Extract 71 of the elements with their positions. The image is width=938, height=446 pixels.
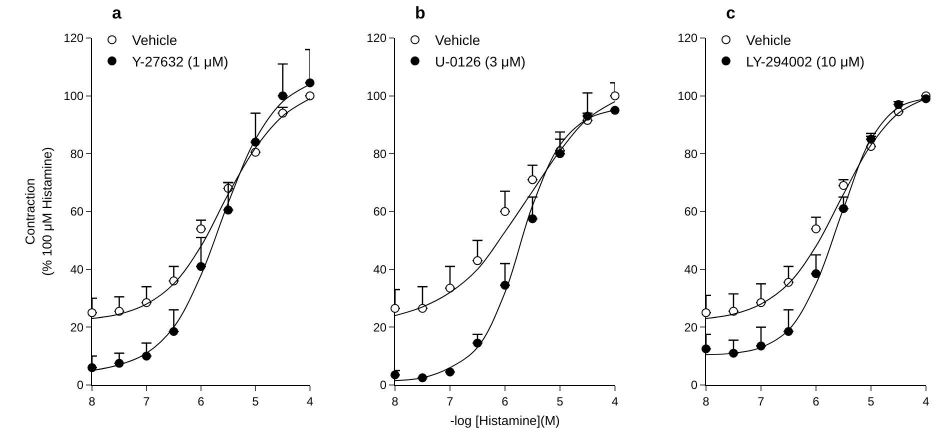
y-axis-title: Contraction (% 100 μM Histamine): [22, 147, 55, 276]
y-tick-label: 100: [64, 89, 84, 104]
point: [610, 91, 620, 100]
point: [812, 224, 820, 234]
y-tick-label: 60: [70, 204, 84, 219]
legend-label: Vehicle: [435, 32, 480, 48]
x-tick-label: 8: [702, 394, 710, 408]
legend-label: U-0126 (3 μM): [435, 53, 526, 70]
point: [88, 363, 96, 372]
x-tick-label: 6: [812, 394, 820, 408]
y-tick-label: 0: [690, 378, 698, 392]
y-tick-label: 40: [684, 262, 698, 277]
y-tick-label: 80: [70, 146, 84, 161]
point: [88, 308, 96, 318]
x-axis-title: -log [Histamine](M): [450, 413, 560, 428]
point: [473, 338, 482, 348]
y-tick-label: 0: [76, 378, 84, 392]
y-tick-label: 20: [684, 320, 698, 334]
point: [306, 91, 314, 100]
y-tick-label: 100: [366, 89, 387, 104]
y-tick-label: 80: [684, 146, 698, 161]
y-tick-label: 20: [70, 320, 84, 334]
point: [812, 269, 820, 278]
point: [839, 180, 848, 190]
y-tick-label: 0: [380, 378, 387, 392]
point: [610, 106, 620, 115]
y-tick-label: 20: [373, 320, 387, 334]
point: [390, 304, 400, 313]
point: [500, 207, 510, 216]
x-tick-label: 5: [868, 394, 875, 408]
x-tick-label: 8: [88, 394, 96, 408]
point: [528, 175, 537, 184]
y-tick-label: 120: [678, 31, 698, 46]
x-tick-label: 7: [446, 394, 454, 408]
x-tick-label: 4: [922, 394, 930, 408]
y-tick-label: 100: [678, 89, 698, 104]
x-tick-label: 4: [612, 394, 619, 408]
x-tick-label: 7: [143, 394, 150, 408]
y-tick-label: 40: [70, 262, 84, 277]
legend-label: LY-294002 (10 μM): [746, 53, 865, 70]
point: [894, 100, 903, 110]
point: [702, 308, 710, 318]
x-tick-label: 5: [556, 394, 564, 408]
point: [196, 262, 206, 271]
x-tick-label: 6: [502, 394, 509, 408]
chart-title: c: [726, 4, 736, 23]
point: [446, 367, 454, 376]
legend-label: Vehicle: [132, 32, 178, 48]
point: [196, 224, 206, 234]
legend-label: Y-27632 (1 μM): [132, 53, 228, 70]
x-tick-label: 6: [198, 394, 205, 408]
y-tick-label: 60: [684, 204, 698, 219]
legend-label: Vehicle: [746, 32, 792, 48]
y-tick-label: 40: [373, 262, 387, 277]
point: [473, 256, 482, 266]
y-tick-label: 120: [366, 31, 387, 46]
point: [306, 78, 314, 88]
point: [702, 344, 710, 354]
y-tick-label: 80: [373, 146, 387, 161]
y-tick-label: 120: [64, 31, 84, 46]
x-tick-label: 5: [252, 394, 260, 408]
x-tick-label: 7: [758, 394, 765, 408]
point: [446, 284, 454, 293]
chart-title: b: [415, 4, 426, 23]
chart-title: a: [112, 4, 122, 23]
x-tick-label: 4: [306, 394, 314, 408]
point: [390, 370, 400, 380]
y-tick-label: 60: [373, 204, 387, 219]
x-tick-label: 8: [392, 394, 399, 408]
point: [528, 214, 537, 224]
point: [278, 91, 288, 100]
